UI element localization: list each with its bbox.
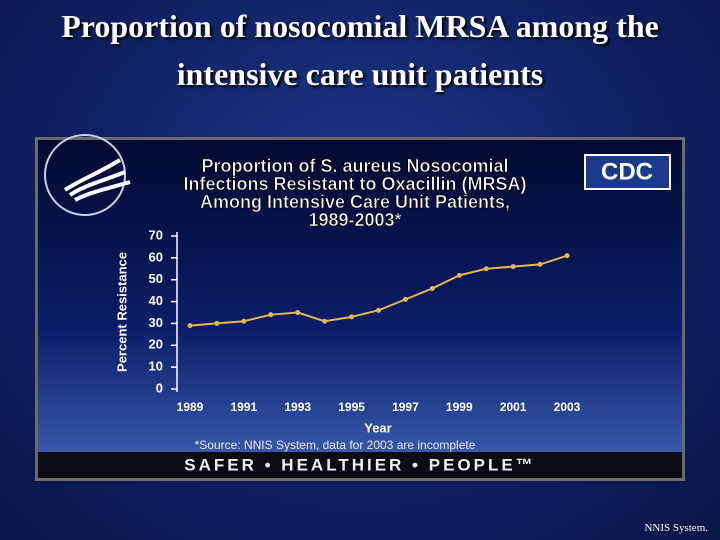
y-tick-label: 20 <box>149 337 163 352</box>
x-tick-label: 1991 <box>231 400 258 414</box>
chart-title: Proportion of S. aureus Nosocomial <box>201 156 508 176</box>
x-tick-label: 1999 <box>446 400 473 414</box>
data-point <box>187 323 193 329</box>
x-axis-label: Year <box>364 420 391 435</box>
slide-title: Proportion of nosocomial MRSA among the … <box>61 8 659 92</box>
banner: SAFER • HEALTHIER • PEOPLE™ <box>184 455 535 474</box>
y-tick-label: 70 <box>149 227 163 242</box>
data-point <box>429 285 435 291</box>
y-tick-label: 40 <box>149 293 163 308</box>
data-point <box>322 318 328 324</box>
x-tick-label: 1989 <box>177 400 204 414</box>
x-tick-label: 2001 <box>500 400 527 414</box>
data-point <box>241 318 247 324</box>
data-point <box>349 314 355 320</box>
y-tick-label: 0 <box>156 380 163 395</box>
data-point <box>402 296 408 302</box>
chart-title: 1989-2003* <box>308 210 401 230</box>
x-tick-label: 2003 <box>554 400 581 414</box>
cdc-logo-box <box>584 154 671 190</box>
chart-background <box>38 140 682 478</box>
y-axis-label: Percent Resistance <box>114 252 129 372</box>
banner-background <box>38 452 682 478</box>
y-tick-label: 30 <box>149 315 163 330</box>
chart-title: Infections Resistant to Oxacillin (MRSA) <box>183 174 526 194</box>
data-point <box>268 312 274 318</box>
y-tick-label: 10 <box>149 359 163 374</box>
data-point <box>456 272 462 278</box>
footer: NNIS System. <box>644 522 708 534</box>
y-tick-label: 50 <box>149 271 163 286</box>
chart-title: Among Intensive Care Unit Patients, <box>200 192 510 212</box>
data-point <box>510 264 516 270</box>
x-tick-label: 1997 <box>392 400 419 414</box>
x-tick-label: 1995 <box>338 400 365 414</box>
y-tick-label: 60 <box>149 249 163 264</box>
data-point <box>483 266 489 272</box>
data-point <box>214 320 220 326</box>
x-tick-label: 1993 <box>284 400 311 414</box>
data-point <box>376 307 381 313</box>
data-point <box>295 310 301 315</box>
hhs-logo <box>44 134 131 216</box>
cdc-logo: CDC <box>601 158 653 185</box>
data-point <box>537 261 543 267</box>
source-note: *Source: NNIS System, data for 2003 are … <box>195 438 476 452</box>
data-point <box>564 253 570 259</box>
